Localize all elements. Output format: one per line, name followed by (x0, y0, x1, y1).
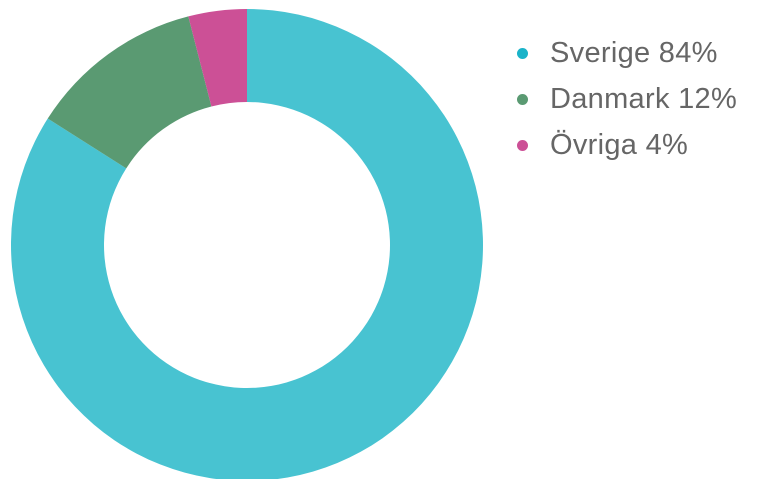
legend-marker-sverige (517, 47, 528, 59)
legend-item-sverige: Sverige 84% (517, 30, 737, 76)
legend-item-ovriga: Övriga 4% (517, 122, 737, 168)
legend-label-danmark: Danmark 12% (550, 82, 738, 115)
donut-slice--vriga (188, 9, 247, 107)
legend-item-danmark: Danmark 12% (517, 76, 737, 122)
legend-marker-ovriga (517, 139, 528, 151)
legend-label-ovriga: Övriga 4% (550, 128, 689, 161)
donut-slice-sverige (11, 9, 483, 479)
chart-legend: Sverige 84% Danmark 12% Övriga 4% (517, 30, 737, 168)
donut-slice-danmark (47, 16, 212, 169)
legend-marker-danmark (517, 93, 528, 105)
legend-label-sverige: Sverige 84% (550, 36, 718, 69)
